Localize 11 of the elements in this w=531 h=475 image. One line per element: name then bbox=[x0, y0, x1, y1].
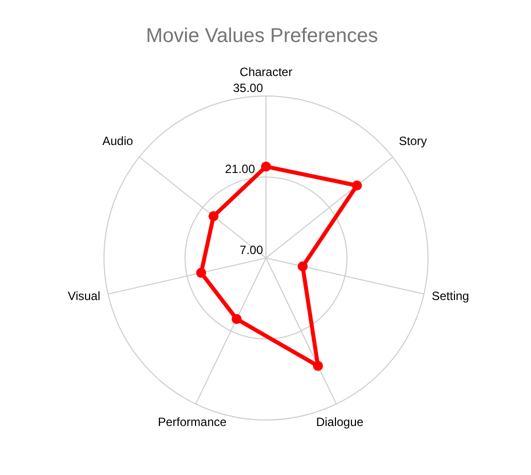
spoke-label: Story bbox=[398, 134, 427, 148]
y-tick-label: 35.00 bbox=[232, 81, 264, 95]
spoke-label: Audio bbox=[102, 134, 134, 148]
chart-title: Movie Values Preferences bbox=[146, 25, 378, 47]
y-tick-label: 7.00 bbox=[240, 243, 264, 257]
spoke-label: Setting bbox=[432, 288, 470, 303]
spoke-label: Performance bbox=[158, 415, 227, 430]
y-tick-label: 21.00 bbox=[224, 162, 256, 176]
spoke-label: Dialogue bbox=[316, 415, 364, 430]
spoke-label: Visual bbox=[68, 288, 100, 303]
spoke-label: Character bbox=[240, 65, 292, 79]
